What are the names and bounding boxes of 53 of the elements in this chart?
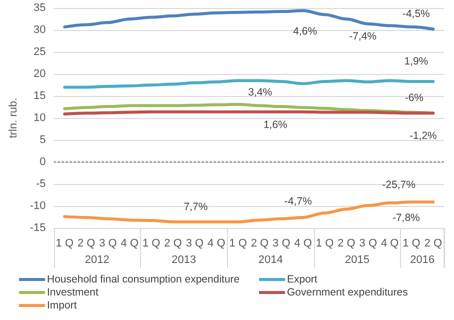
y-tick-label: 5 bbox=[40, 134, 46, 146]
legend-label: Export bbox=[287, 274, 318, 286]
x-tick-label: 1 Q bbox=[142, 238, 161, 250]
x-tick-label: 4 Q bbox=[294, 238, 312, 250]
x-tick-label: 4 Q bbox=[120, 238, 139, 250]
y-axis-title: trln. rub. bbox=[8, 98, 20, 138]
annotation: -1,2% bbox=[409, 130, 437, 142]
y-tick-label: 10 bbox=[34, 112, 46, 124]
y-tick-label: 0 bbox=[40, 156, 46, 168]
x-tick-label: 3 Q bbox=[359, 238, 378, 250]
annotation: -4,7% bbox=[284, 195, 312, 208]
x-tick-label: 3 Q bbox=[99, 238, 118, 250]
x-tick-label: 2 Q bbox=[250, 238, 270, 250]
annotation: -7,4% bbox=[349, 30, 377, 43]
text: 2012 bbox=[84, 254, 110, 266]
x-tick-label: 1 Q bbox=[402, 238, 421, 250]
annotation: 3,4% bbox=[248, 86, 272, 98]
x-tick-label: 2 Q bbox=[424, 238, 442, 250]
annotation: -4,5% bbox=[402, 8, 430, 20]
annotation: 4,6% bbox=[293, 26, 318, 38]
y-tick-label: -5 bbox=[36, 178, 46, 190]
y-tick-label: -10 bbox=[30, 200, 46, 212]
x-tick-label: 4 Q bbox=[380, 238, 400, 250]
annotation: 7,7% bbox=[184, 200, 208, 213]
x-tick-label: 1 Q bbox=[316, 238, 334, 250]
text: 2016 bbox=[410, 254, 435, 266]
annotation: -7,8% bbox=[392, 212, 420, 224]
x-tick-label: 3 Q bbox=[272, 238, 291, 250]
y-tick-label: 25 bbox=[34, 46, 46, 58]
text: 2015 bbox=[345, 254, 370, 266]
x-tick-label: 1 Q bbox=[56, 238, 74, 250]
y-tick-label: 35 bbox=[34, 2, 46, 14]
y-tick-label: 30 bbox=[34, 24, 46, 36]
y-tick-label: -15 bbox=[30, 222, 46, 234]
text: 2014 bbox=[258, 254, 283, 266]
y-tick-label: 15 bbox=[34, 90, 46, 102]
annotation: 1,6% bbox=[263, 118, 288, 131]
x-tick-label: 4 Q bbox=[208, 238, 226, 250]
annotation: -25,7% bbox=[382, 178, 416, 191]
legend-label: Government expenditures bbox=[287, 286, 408, 298]
x-tick-label: 2 Q bbox=[77, 238, 96, 250]
legend-label: Import bbox=[47, 300, 77, 312]
text: 2013 bbox=[172, 254, 196, 266]
line-series bbox=[63, 79, 435, 89]
legend-label: Household final consumption expenditure bbox=[47, 274, 240, 286]
annotation: 1,9% bbox=[404, 55, 428, 68]
x-tick-label: 1 Q bbox=[229, 238, 248, 250]
x-tick-label: 2 Q bbox=[338, 238, 356, 250]
y-tick-label: 20 bbox=[34, 68, 46, 80]
x-tick-label: 3 Q bbox=[186, 238, 204, 250]
annotation: -6% bbox=[404, 92, 424, 104]
x-tick-label: 2 Q bbox=[164, 238, 182, 250]
legend-label: Investment bbox=[47, 286, 98, 298]
